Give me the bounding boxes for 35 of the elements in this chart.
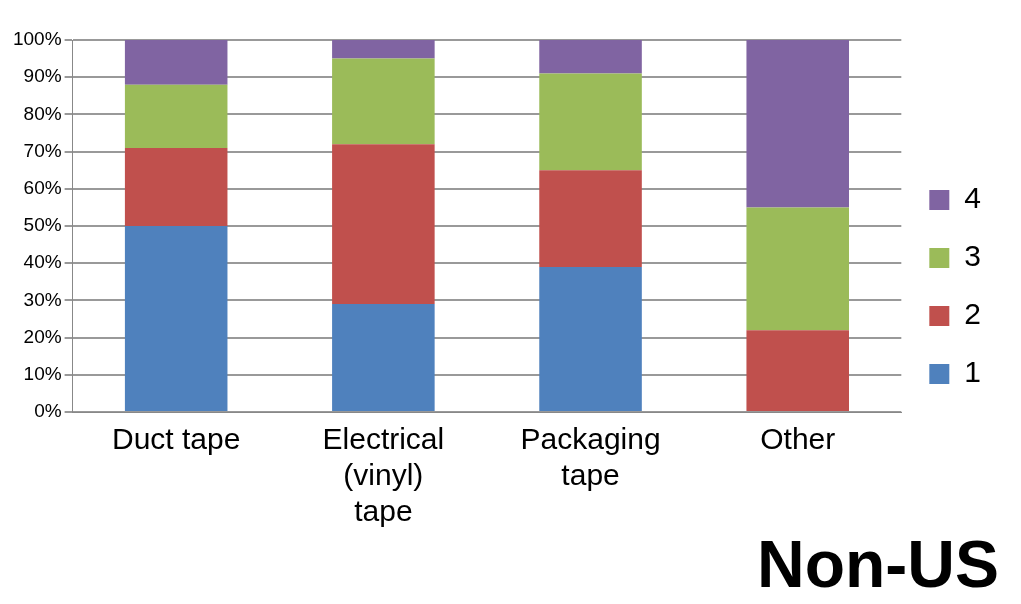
x-tick-label: Duct tape bbox=[111, 422, 241, 456]
y-tick-label: 70% bbox=[23, 139, 62, 161]
x-tick-label: Electrical (vinyl) tape bbox=[322, 422, 445, 528]
bar bbox=[124, 84, 228, 148]
bar bbox=[124, 40, 228, 85]
bar bbox=[539, 170, 642, 267]
text: Non-US bbox=[757, 526, 999, 602]
y-tick-label: 40% bbox=[23, 251, 62, 273]
bar bbox=[332, 144, 435, 305]
legend-label: 2 bbox=[964, 297, 981, 331]
bar bbox=[746, 207, 849, 331]
y-tick-label: 50% bbox=[23, 214, 62, 236]
bar bbox=[332, 40, 435, 59]
bar bbox=[332, 304, 435, 411]
y-tick-label: 10% bbox=[23, 363, 62, 385]
y-tick-label: 80% bbox=[23, 102, 62, 124]
legend-label: 4 bbox=[964, 181, 981, 215]
bar bbox=[539, 266, 642, 411]
legend-label: 1 bbox=[964, 355, 981, 389]
bar bbox=[746, 330, 849, 411]
legend-label: 3 bbox=[964, 239, 981, 273]
y-tick-label: 20% bbox=[23, 325, 62, 347]
x-tick-label: Packaging tape bbox=[520, 422, 661, 492]
bar bbox=[124, 147, 228, 226]
bar bbox=[539, 40, 642, 74]
x-tick-label: Other bbox=[760, 422, 836, 456]
y-tick-label: 100% bbox=[12, 28, 62, 50]
y-tick-label: 90% bbox=[23, 65, 62, 87]
bar bbox=[746, 40, 849, 208]
bar bbox=[124, 226, 228, 411]
bar bbox=[539, 73, 642, 171]
y-tick-label: 0% bbox=[34, 400, 62, 422]
bar bbox=[332, 58, 435, 145]
y-tick-label: 60% bbox=[23, 177, 62, 199]
y-tick-label: 30% bbox=[23, 288, 62, 310]
